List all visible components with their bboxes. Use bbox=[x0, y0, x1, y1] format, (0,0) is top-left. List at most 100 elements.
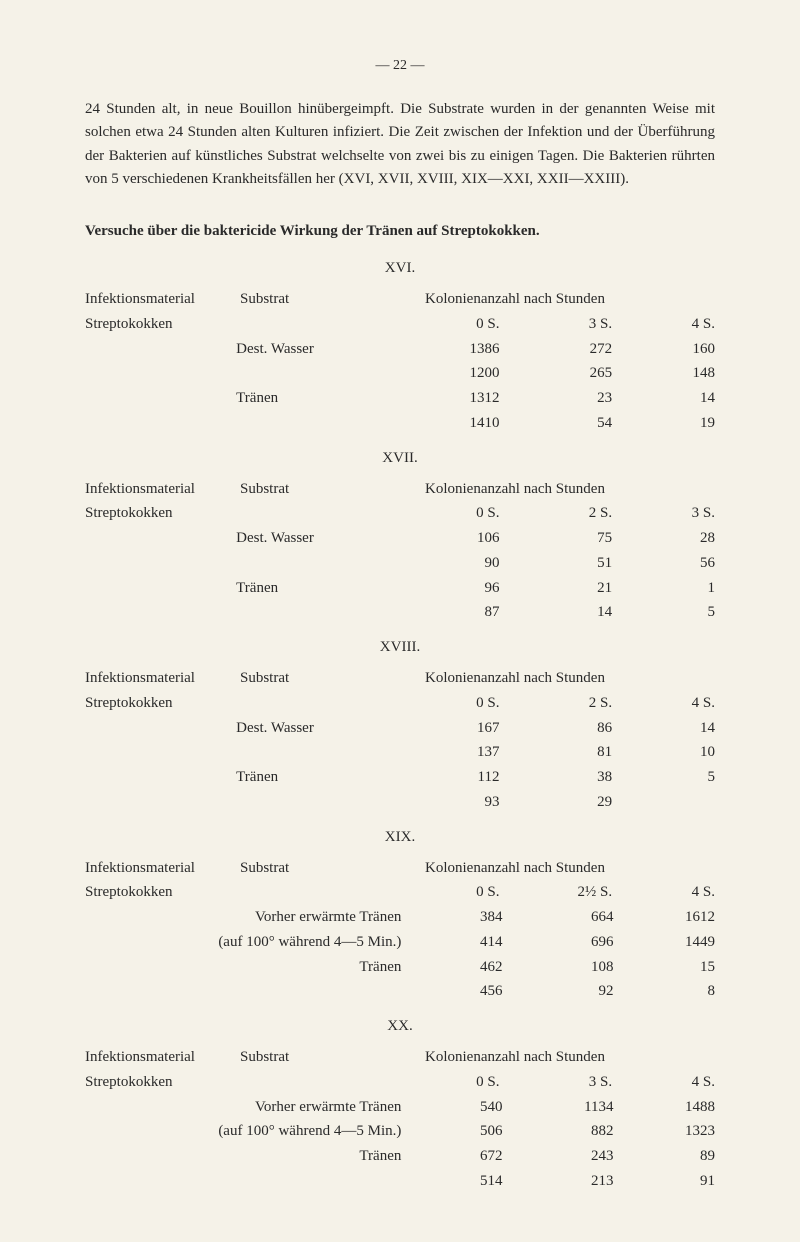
data-cell: 15 bbox=[634, 955, 715, 980]
roman-numeral: XVII. bbox=[85, 450, 715, 467]
data-cell bbox=[632, 790, 715, 815]
data-cell: 664 bbox=[522, 905, 633, 930]
cell bbox=[236, 312, 407, 337]
experiment-xx: XX. Infektionsmaterial Substrat Kolonien… bbox=[85, 1018, 715, 1194]
data-cell: 91 bbox=[634, 1169, 715, 1194]
label-tranen: Tränen bbox=[236, 765, 407, 790]
data-cell: 112 bbox=[407, 765, 520, 790]
label-kolonien: Kolonienanzahl nach Stunden bbox=[415, 1045, 715, 1070]
label-streptokokken: Streptokokken bbox=[85, 1070, 236, 1095]
label-kolonien: Kolonienanzahl nach Stunden bbox=[415, 856, 715, 881]
page-number: — 22 — bbox=[85, 58, 715, 74]
label-tranen: Tränen bbox=[236, 576, 407, 601]
label-kolonien: Kolonienanzahl nach Stunden bbox=[415, 666, 715, 691]
header-cell: 4 S. bbox=[632, 691, 715, 716]
data-cell: 1386 bbox=[407, 337, 520, 362]
data-cell: 106 bbox=[407, 526, 520, 551]
label-infektionsmaterial: Infektionsmaterial bbox=[85, 1045, 240, 1070]
body-paragraph: 24 Stunden alt, in neue Bouillon hinüber… bbox=[85, 98, 715, 191]
data-cell: 213 bbox=[522, 1169, 633, 1194]
label-infektionsmaterial: Infektionsmaterial bbox=[85, 477, 240, 502]
label-dest-wasser: Dest. Wasser bbox=[236, 337, 407, 362]
label-streptokokken: Streptokokken bbox=[85, 312, 236, 337]
data-cell: 414 bbox=[411, 930, 522, 955]
data-cell: 75 bbox=[519, 526, 632, 551]
header-cell: 3 S. bbox=[632, 501, 715, 526]
experiment-xvii: XVII. Infektionsmaterial Substrat Koloni… bbox=[85, 450, 715, 626]
experiment-xviii: XVIII. Infektionsmaterial Substrat Kolon… bbox=[85, 639, 715, 815]
data-cell: 137 bbox=[407, 740, 520, 765]
header-cell: 4 S. bbox=[632, 880, 715, 905]
data-cell: 1612 bbox=[634, 905, 715, 930]
roman-numeral: XIX. bbox=[85, 829, 715, 846]
header-cell: 0 S. bbox=[407, 880, 520, 905]
header-cell: 0 S. bbox=[407, 501, 520, 526]
header-cell: 2 S. bbox=[519, 691, 632, 716]
data-cell: 243 bbox=[522, 1144, 633, 1169]
data-cell: 1200 bbox=[407, 361, 520, 386]
data-cell: 89 bbox=[634, 1144, 715, 1169]
data-cell: 90 bbox=[407, 551, 520, 576]
data-cell: 882 bbox=[522, 1119, 633, 1144]
data-cell: 1312 bbox=[407, 386, 520, 411]
data-cell: 14 bbox=[519, 600, 632, 625]
data-cell: 148 bbox=[632, 361, 715, 386]
label-substrat: Substrat bbox=[240, 287, 415, 312]
data-cell: 14 bbox=[632, 386, 715, 411]
label-kolonien: Kolonienanzahl nach Stunden bbox=[415, 287, 715, 312]
label-vorher: Vorher erwärmte Tränen bbox=[85, 905, 411, 930]
header-cell: 0 S. bbox=[407, 691, 520, 716]
data-cell: 14 bbox=[632, 716, 715, 741]
data-cell: 92 bbox=[522, 979, 633, 1004]
label-streptokokken: Streptokokken bbox=[85, 501, 236, 526]
label-infektionsmaterial: Infektionsmaterial bbox=[85, 856, 240, 881]
data-cell: 1410 bbox=[407, 411, 520, 436]
data-cell: 10 bbox=[632, 740, 715, 765]
label-substrat: Substrat bbox=[240, 666, 415, 691]
header-cell: 2½ S. bbox=[519, 880, 632, 905]
label-kolonien: Kolonienanzahl nach Stunden bbox=[415, 477, 715, 502]
data-cell: 384 bbox=[411, 905, 522, 930]
data-cell: 21 bbox=[519, 576, 632, 601]
data-cell: 160 bbox=[632, 337, 715, 362]
data-cell: 19 bbox=[632, 411, 715, 436]
data-cell: 86 bbox=[519, 716, 632, 741]
label-streptokokken: Streptokokken bbox=[85, 691, 236, 716]
roman-numeral: XVI. bbox=[85, 260, 715, 277]
data-cell: 265 bbox=[519, 361, 632, 386]
data-cell: 514 bbox=[411, 1169, 522, 1194]
experiment-xix: XIX. Infektionsmaterial Substrat Kolonie… bbox=[85, 829, 715, 1005]
label-tranen: Tränen bbox=[236, 386, 407, 411]
header-cell: 3 S. bbox=[519, 312, 632, 337]
data-cell: 672 bbox=[411, 1144, 522, 1169]
data-cell: 93 bbox=[407, 790, 520, 815]
data-cell: 456 bbox=[411, 979, 522, 1004]
label-tranen: Tränen bbox=[85, 1144, 411, 1169]
roman-numeral: XVIII. bbox=[85, 639, 715, 656]
data-cell: 96 bbox=[407, 576, 520, 601]
data-cell: 87 bbox=[407, 600, 520, 625]
data-cell: 1488 bbox=[634, 1095, 715, 1120]
label-dest-wasser: Dest. Wasser bbox=[236, 716, 407, 741]
data-cell: 81 bbox=[519, 740, 632, 765]
section-heading: Versuche über die baktericide Wirkung de… bbox=[85, 223, 715, 240]
label-vorher: Vorher erwärmte Tränen bbox=[85, 1095, 411, 1120]
data-cell: 108 bbox=[522, 955, 633, 980]
data-cell: 28 bbox=[632, 526, 715, 551]
label-infektionsmaterial: Infektionsmaterial bbox=[85, 287, 240, 312]
data-cell: 167 bbox=[407, 716, 520, 741]
data-cell: 1323 bbox=[634, 1119, 715, 1144]
data-cell: 5 bbox=[632, 600, 715, 625]
label-infektionsmaterial: Infektionsmaterial bbox=[85, 666, 240, 691]
data-cell: 56 bbox=[632, 551, 715, 576]
data-cell: 54 bbox=[519, 411, 632, 436]
label-substrat: Substrat bbox=[240, 1045, 415, 1070]
data-cell: 23 bbox=[519, 386, 632, 411]
data-cell: 29 bbox=[519, 790, 632, 815]
header-cell: 0 S. bbox=[407, 312, 520, 337]
label-auf100: (auf 100° während 4—5 Min.) bbox=[85, 1119, 411, 1144]
header-cell: 3 S. bbox=[519, 1070, 632, 1095]
header-cell: 0 S. bbox=[407, 1070, 520, 1095]
label-substrat: Substrat bbox=[240, 477, 415, 502]
header-cell: 2 S. bbox=[519, 501, 632, 526]
